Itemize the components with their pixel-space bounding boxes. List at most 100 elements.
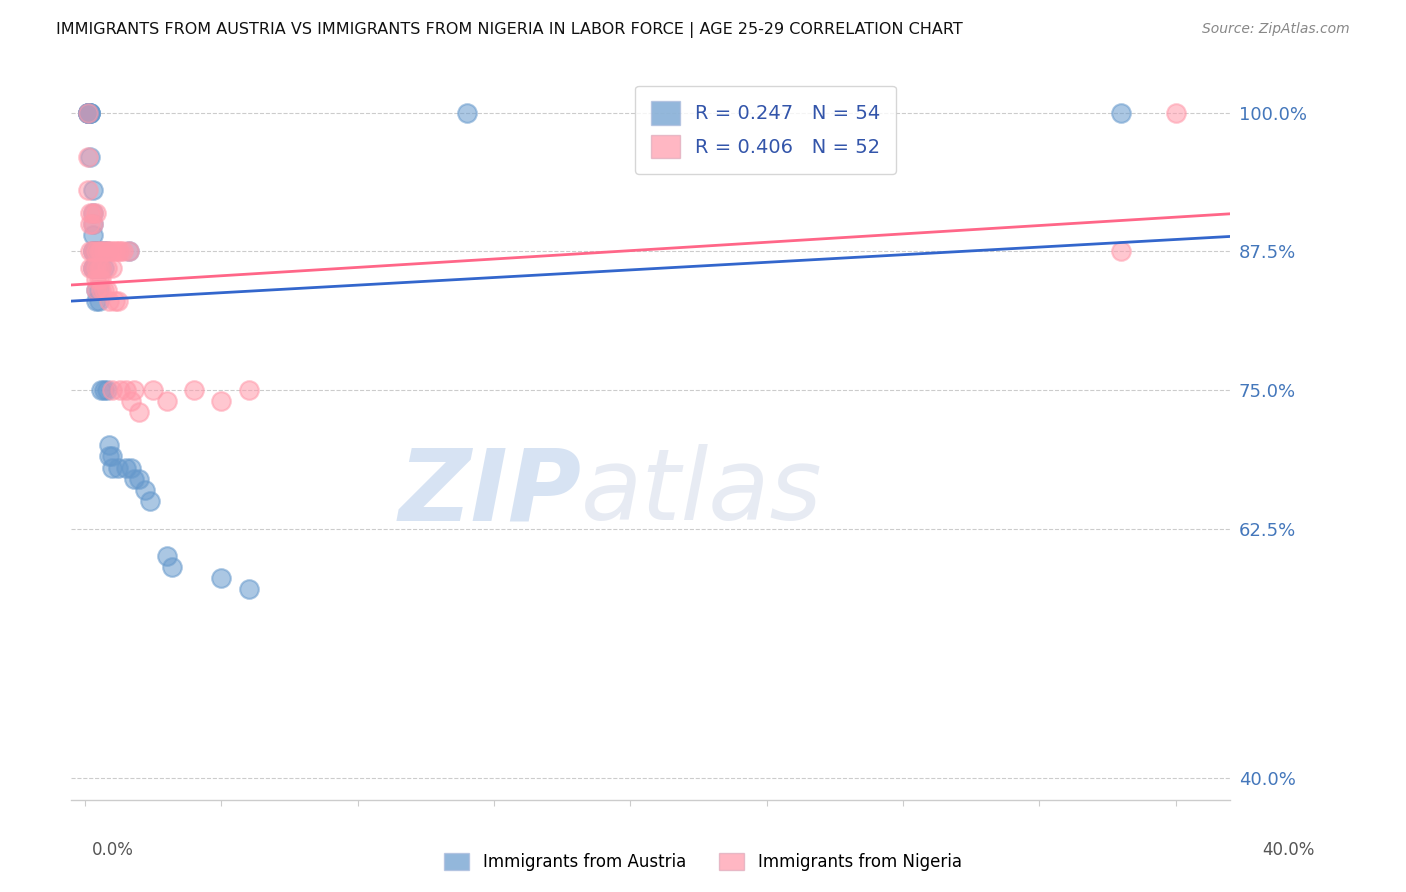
Point xyxy=(79,260,101,275)
Point xyxy=(104,244,127,259)
Point xyxy=(101,260,124,275)
Point xyxy=(87,272,110,286)
Point xyxy=(238,582,260,597)
Point xyxy=(87,294,110,309)
Point xyxy=(209,394,232,409)
Point xyxy=(84,260,107,275)
Point xyxy=(96,283,118,297)
Point xyxy=(90,260,112,275)
Point xyxy=(90,283,112,297)
Point xyxy=(82,217,104,231)
Point xyxy=(107,294,129,309)
Point xyxy=(76,106,98,120)
Point xyxy=(76,150,98,164)
Point xyxy=(96,244,118,259)
Point xyxy=(93,260,115,275)
Point xyxy=(139,493,162,508)
Point xyxy=(76,106,98,120)
Point xyxy=(122,383,145,397)
Point xyxy=(82,244,104,259)
Point xyxy=(79,205,101,219)
Point xyxy=(76,106,98,120)
Point xyxy=(101,450,124,464)
Point xyxy=(156,549,179,564)
Point xyxy=(84,244,107,259)
Point xyxy=(76,106,98,120)
Point xyxy=(120,460,142,475)
Point xyxy=(90,272,112,286)
Point xyxy=(107,244,129,259)
Text: ZIP: ZIP xyxy=(398,444,581,541)
Point xyxy=(93,244,115,259)
Point xyxy=(98,294,121,309)
Point xyxy=(107,460,129,475)
Point xyxy=(456,106,478,120)
Point xyxy=(128,405,150,419)
Point xyxy=(209,571,232,585)
Point xyxy=(82,227,104,242)
Point xyxy=(1109,106,1132,120)
Point xyxy=(82,244,104,259)
Point xyxy=(87,244,110,259)
Point xyxy=(96,260,118,275)
Point xyxy=(82,260,104,275)
Legend: Immigrants from Austria, Immigrants from Nigeria: Immigrants from Austria, Immigrants from… xyxy=(436,845,970,880)
Point xyxy=(84,244,107,259)
Point xyxy=(1164,106,1187,120)
Point xyxy=(82,184,104,198)
Point xyxy=(82,260,104,275)
Point xyxy=(84,205,107,219)
Point xyxy=(104,294,127,309)
Point xyxy=(76,106,98,120)
Point xyxy=(96,383,118,397)
Point xyxy=(110,383,132,397)
Point xyxy=(134,483,156,497)
Point xyxy=(79,217,101,231)
Point xyxy=(84,294,107,309)
Point xyxy=(110,244,132,259)
Point xyxy=(79,106,101,120)
Point xyxy=(79,150,101,164)
Point xyxy=(160,560,183,574)
Point xyxy=(101,460,124,475)
Point xyxy=(114,383,136,397)
Point xyxy=(112,244,135,259)
Point xyxy=(101,383,124,397)
Point xyxy=(76,106,98,120)
Point xyxy=(98,450,121,464)
Point xyxy=(87,260,110,275)
Point xyxy=(117,244,139,259)
Point xyxy=(87,283,110,297)
Point xyxy=(79,106,101,120)
Text: 40.0%: 40.0% xyxy=(1263,841,1315,859)
Point xyxy=(84,283,107,297)
Point xyxy=(84,272,107,286)
Point xyxy=(128,472,150,486)
Point xyxy=(120,394,142,409)
Point xyxy=(82,260,104,275)
Point xyxy=(90,260,112,275)
Point xyxy=(98,438,121,452)
Legend: R = 0.247   N = 54, R = 0.406   N = 52: R = 0.247 N = 54, R = 0.406 N = 52 xyxy=(636,86,896,174)
Point xyxy=(101,244,124,259)
Point xyxy=(142,383,165,397)
Point xyxy=(117,244,139,259)
Point xyxy=(114,460,136,475)
Point xyxy=(1109,244,1132,259)
Point xyxy=(93,244,115,259)
Point xyxy=(79,244,101,259)
Point xyxy=(156,394,179,409)
Point xyxy=(122,472,145,486)
Text: 0.0%: 0.0% xyxy=(91,841,134,859)
Point xyxy=(93,283,115,297)
Point xyxy=(98,244,121,259)
Text: IMMIGRANTS FROM AUSTRIA VS IMMIGRANTS FROM NIGERIA IN LABOR FORCE | AGE 25-29 CO: IMMIGRANTS FROM AUSTRIA VS IMMIGRANTS FR… xyxy=(56,22,963,38)
Point xyxy=(238,383,260,397)
Point xyxy=(84,244,107,259)
Point xyxy=(84,283,107,297)
Point xyxy=(87,244,110,259)
Point xyxy=(76,106,98,120)
Point xyxy=(82,217,104,231)
Point xyxy=(82,205,104,219)
Text: Source: ZipAtlas.com: Source: ZipAtlas.com xyxy=(1202,22,1350,37)
